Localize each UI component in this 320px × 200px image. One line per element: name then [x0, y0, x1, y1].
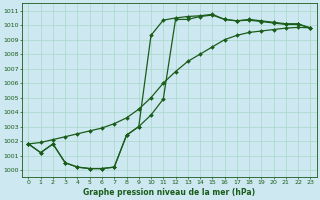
X-axis label: Graphe pression niveau de la mer (hPa): Graphe pression niveau de la mer (hPa) [83, 188, 255, 197]
